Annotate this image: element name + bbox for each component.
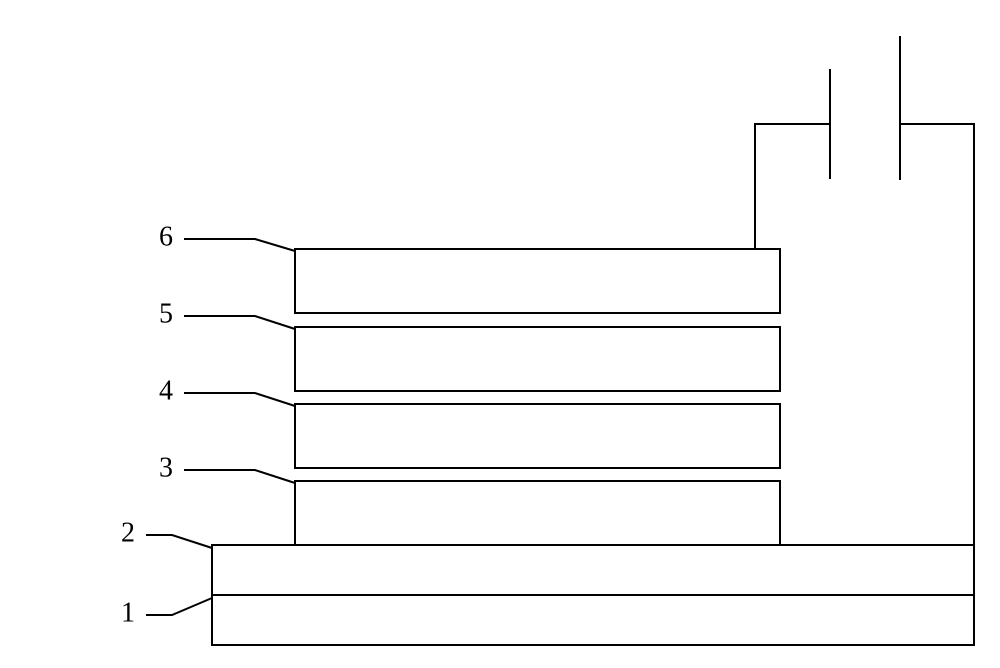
leader-5 <box>184 316 295 329</box>
layer-diagram: 1 2 3 4 5 6 <box>0 0 1000 668</box>
layer-1 <box>212 595 974 645</box>
leader-1 <box>146 598 212 615</box>
wire-cap-to-layer2 <box>900 124 974 545</box>
leader-3 <box>184 470 295 483</box>
layer-3 <box>295 481 780 545</box>
layer-4 <box>295 404 780 468</box>
leader-2 <box>146 535 212 548</box>
label-4: 4 <box>159 375 173 406</box>
label-1: 1 <box>121 597 135 628</box>
label-3: 3 <box>159 452 173 483</box>
label-2: 2 <box>121 517 135 548</box>
label-6: 6 <box>159 221 173 252</box>
wire-layer6-to-cap <box>755 124 830 249</box>
leader-4 <box>184 393 295 406</box>
leader-6 <box>184 239 295 251</box>
layer-2 <box>212 545 974 595</box>
layer-6 <box>295 249 780 313</box>
layer-5 <box>295 327 780 391</box>
label-5: 5 <box>159 298 173 329</box>
